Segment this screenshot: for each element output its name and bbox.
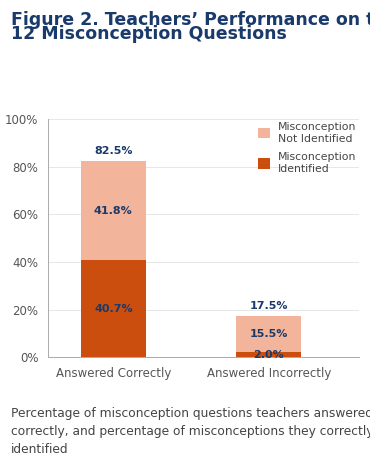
Text: 41.8%: 41.8%	[94, 206, 133, 216]
Bar	[81, 260, 146, 357]
Text: 17.5%: 17.5%	[249, 301, 288, 311]
Text: 82.5%: 82.5%	[94, 147, 132, 157]
Text: 2.0%: 2.0%	[253, 350, 284, 360]
Legend: Misconception
Not Identified, Misconception
Identified: Misconception Not Identified, Misconcept…	[258, 122, 357, 174]
Text: Figure 2. Teachers’ Performance on the: Figure 2. Teachers’ Performance on the	[11, 11, 370, 29]
Bar	[236, 353, 302, 357]
Bar	[81, 161, 146, 260]
Text: 12 Misconception Questions: 12 Misconception Questions	[11, 25, 287, 43]
Text: Percentage of misconception questions teachers answered
correctly, and percentag: Percentage of misconception questions te…	[11, 407, 370, 456]
Bar	[236, 316, 302, 353]
Text: 40.7%: 40.7%	[94, 304, 133, 314]
Text: 15.5%: 15.5%	[250, 329, 288, 339]
